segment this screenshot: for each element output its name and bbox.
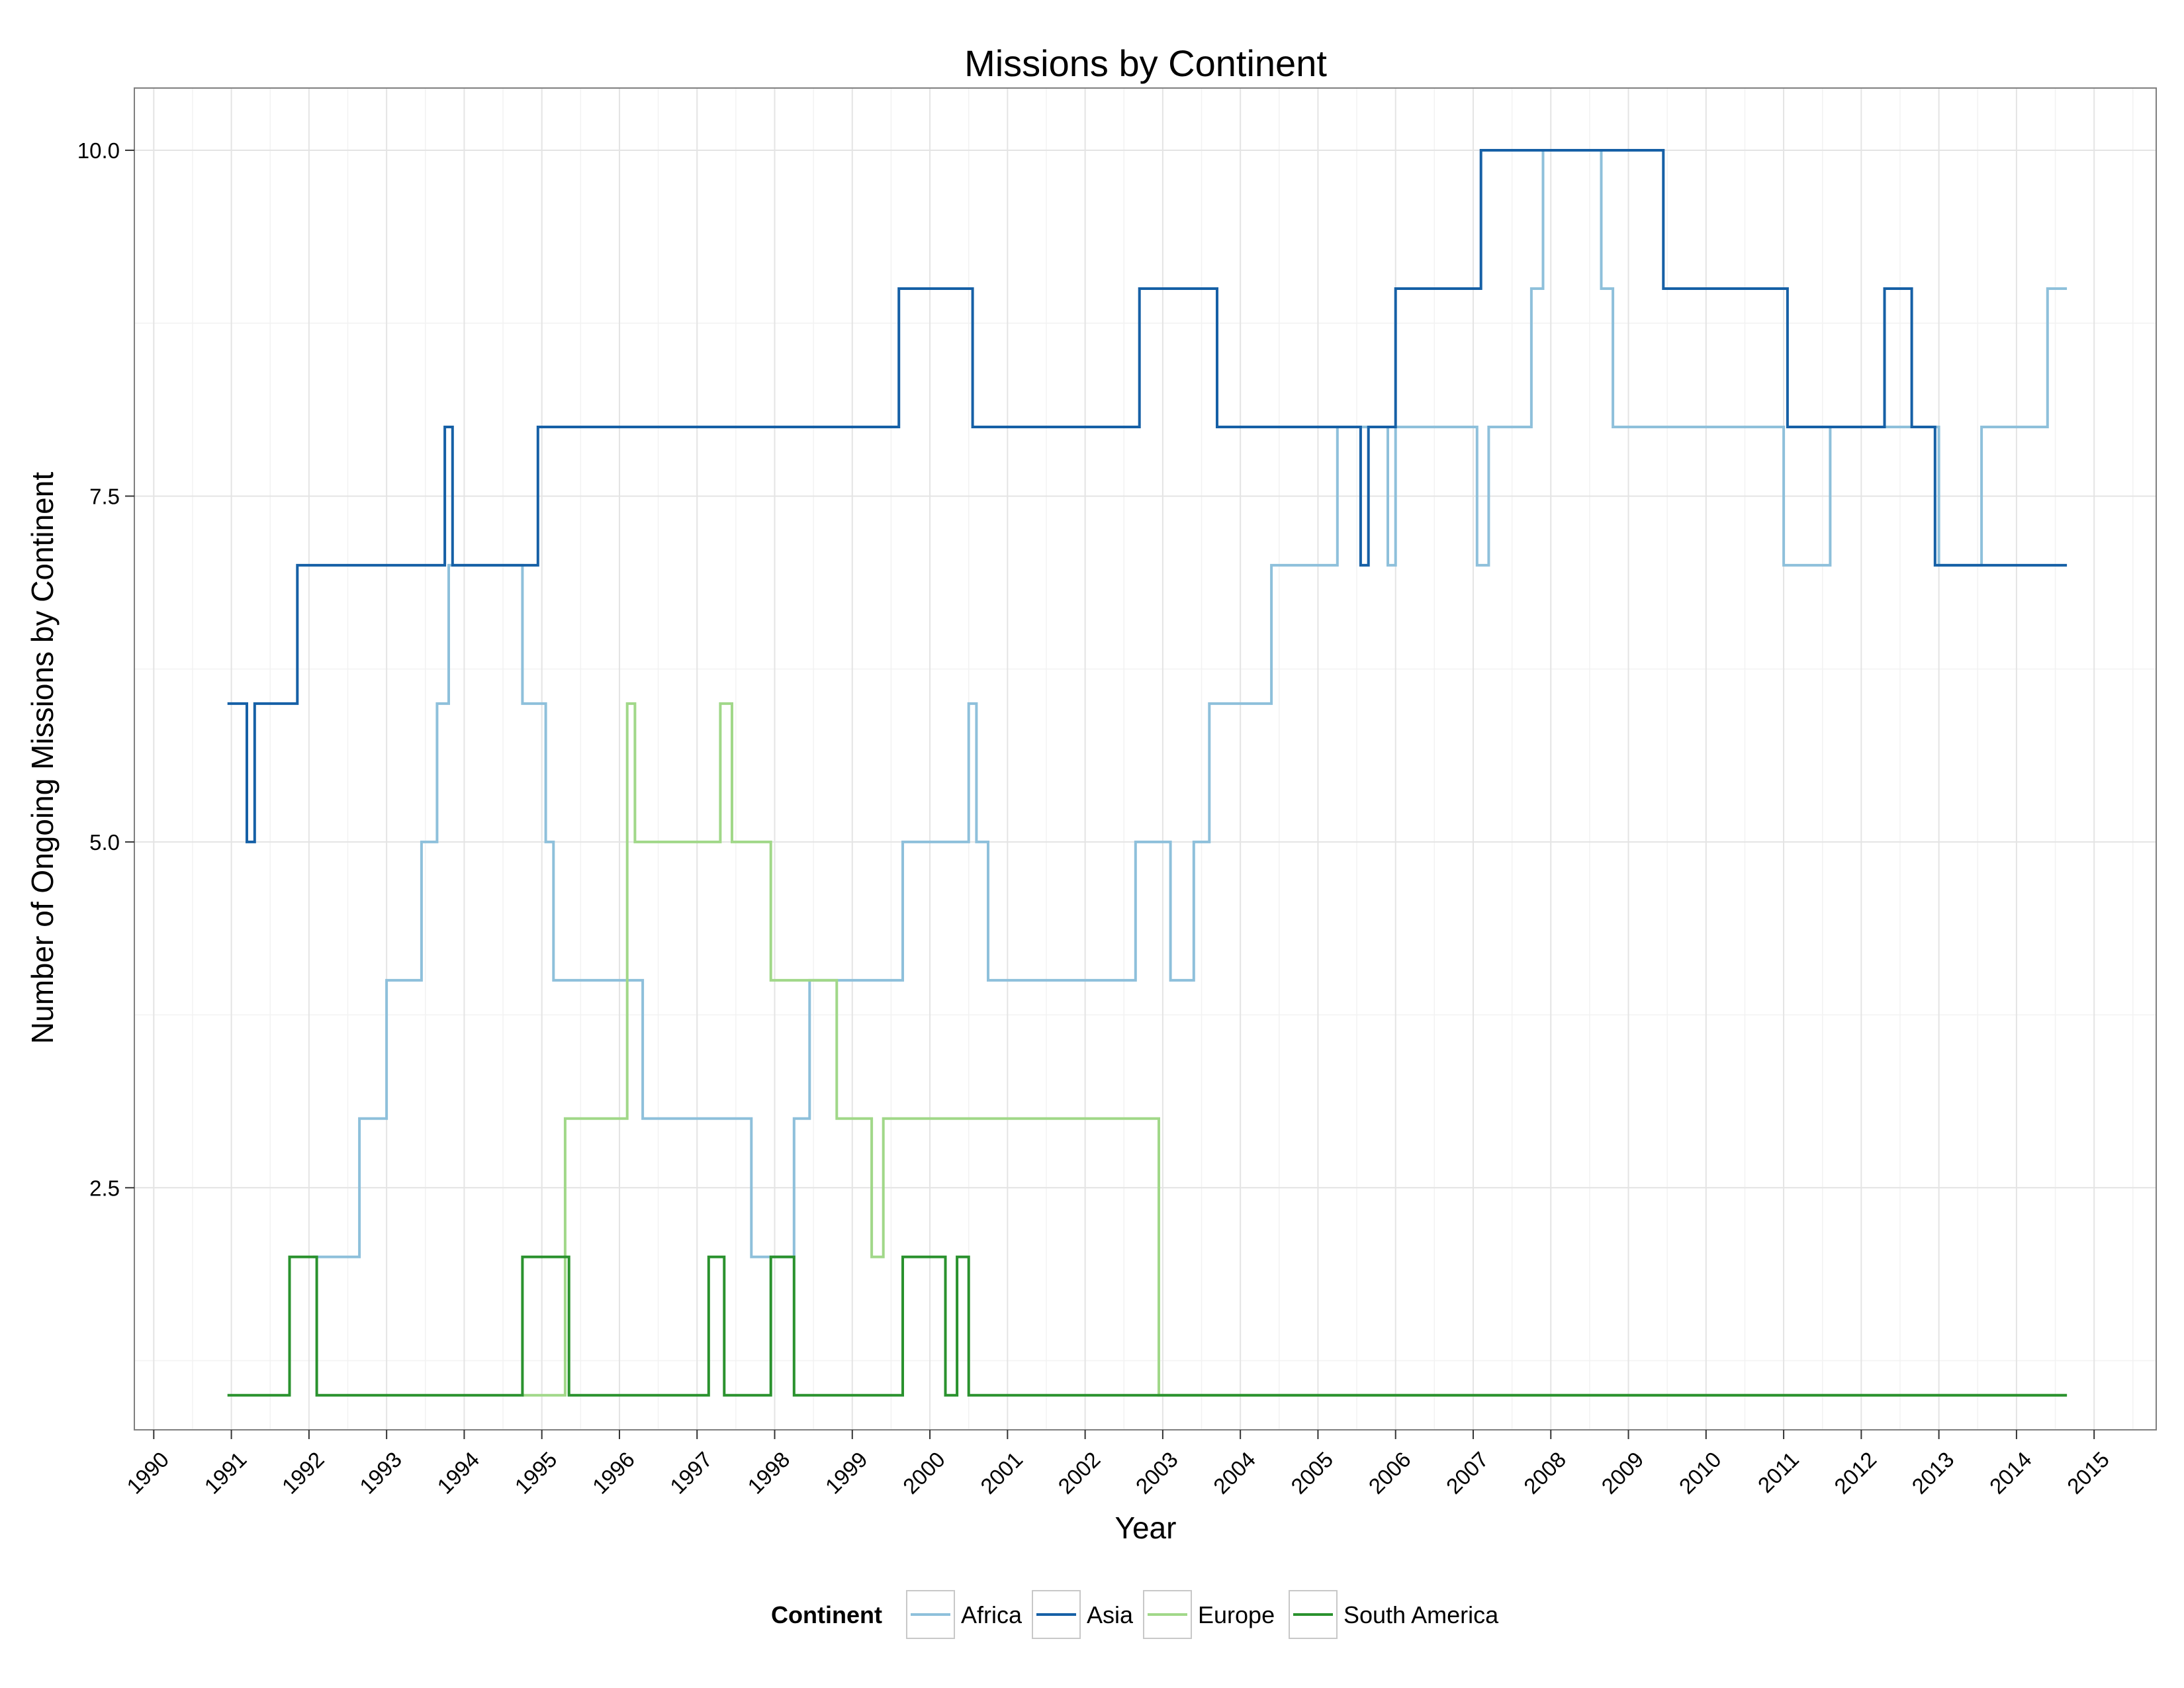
y-tick-label: 5.0 bbox=[89, 830, 120, 855]
y-axis-title: Number of Ongoing Missions by Continent bbox=[25, 472, 60, 1044]
series-line-africa bbox=[312, 149, 2068, 1258]
legend-south-america-label: South America bbox=[1343, 1601, 1499, 1628]
legend-asia-label: Asia bbox=[1087, 1601, 1134, 1628]
series-layer bbox=[227, 149, 2068, 1397]
legend-africa-label: Africa bbox=[961, 1601, 1023, 1628]
y-tick-label: 7.5 bbox=[89, 484, 120, 508]
legend-europe-label: Europe bbox=[1198, 1601, 1275, 1628]
y-tick-label: 10.0 bbox=[77, 138, 120, 163]
chart-title: Missions by Continent bbox=[964, 42, 1327, 84]
y-tick-label: 2.5 bbox=[89, 1176, 120, 1200]
y-axis-ticks: 2.5 5.0 7.5 10.0 bbox=[77, 138, 134, 1200]
legend-title: Continent bbox=[771, 1601, 882, 1628]
grid-minor bbox=[134, 88, 2156, 1430]
grid-major bbox=[134, 88, 2156, 1430]
plot-frame bbox=[134, 87, 2157, 1430]
series-line-south-america bbox=[227, 1255, 2068, 1397]
series-line-asia bbox=[227, 149, 2068, 843]
series-line-europe bbox=[522, 702, 2068, 1397]
legend: Continent Africa Asia Europe South America bbox=[771, 1590, 1499, 1639]
x-axis-title: Year bbox=[1115, 1511, 1177, 1545]
